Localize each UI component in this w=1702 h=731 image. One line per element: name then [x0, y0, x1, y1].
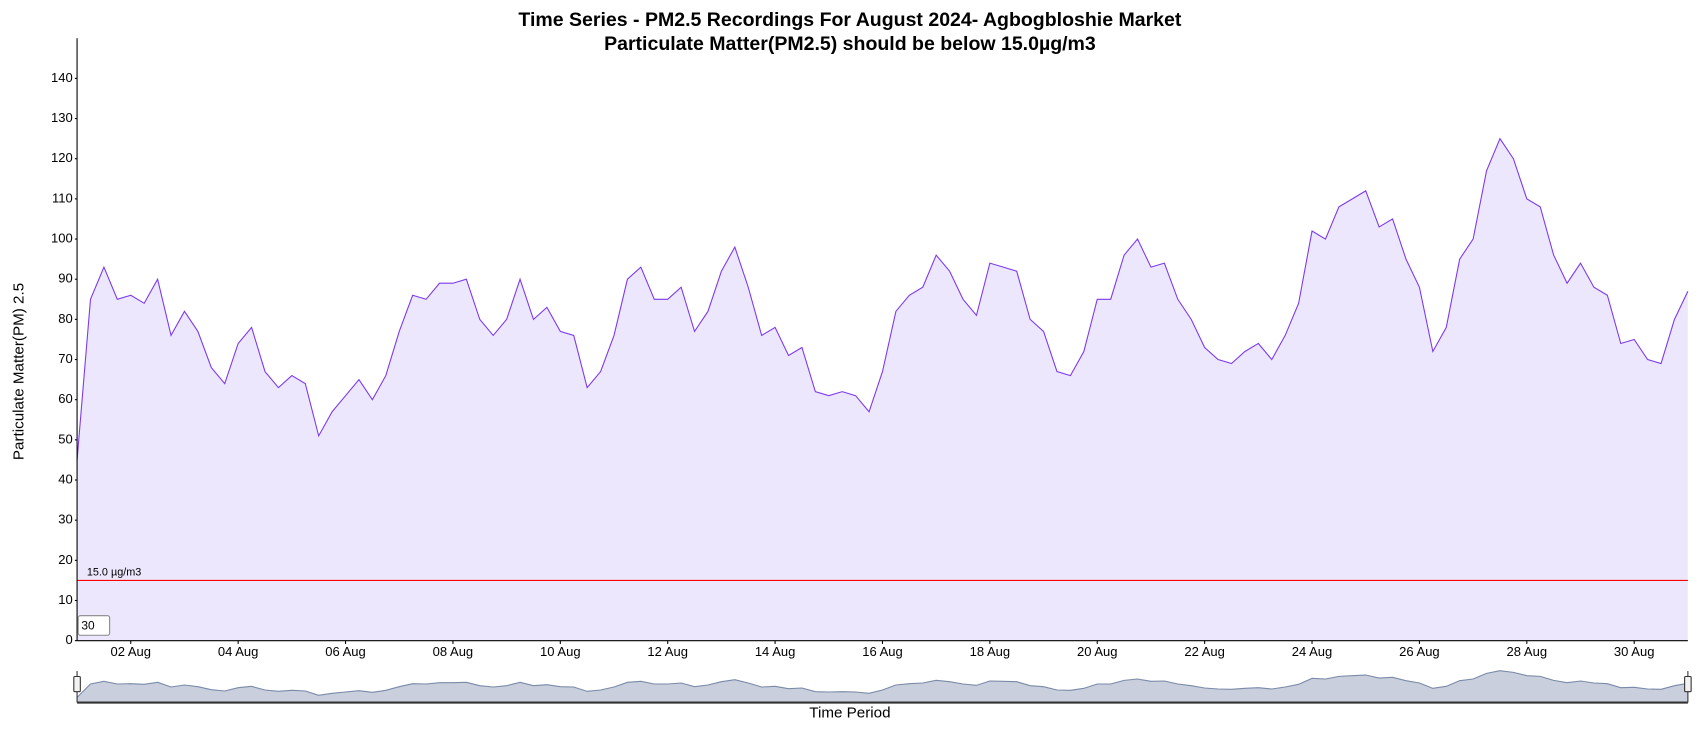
x-tick-label: 10 Aug	[540, 644, 581, 659]
y-tick-label: 0	[65, 632, 72, 647]
navigator-area	[77, 670, 1688, 703]
y-tick-label: 50	[58, 431, 72, 446]
threshold-label: 15.0 µg/m3	[87, 567, 141, 579]
x-tick-label: 24 Aug	[1292, 644, 1333, 659]
x-tick-label: 16 Aug	[862, 644, 903, 659]
x-tick-label: 22 Aug	[1184, 644, 1225, 659]
y-tick-label: 70	[58, 351, 72, 366]
y-tick-label: 30	[58, 512, 72, 527]
navigator-handle[interactable]	[73, 675, 81, 693]
y-tick-label: 90	[58, 271, 72, 286]
y-tick-label: 80	[58, 311, 72, 326]
y-tick-label: 40	[58, 471, 72, 486]
navigator-handle[interactable]	[1684, 675, 1692, 693]
chart-title: Time Series - PM2.5 Recordings For Augus…	[518, 9, 1181, 31]
line	[76, 137, 1689, 460]
y-axis-title: Particulate Matter(PM) 2.5	[11, 283, 28, 460]
y-tick-label: 20	[58, 552, 72, 567]
y-tick-label: 60	[58, 391, 72, 406]
y-tick-label: 120	[51, 150, 73, 165]
x-tick-label: 18 Aug	[970, 644, 1011, 659]
plot-area: 0 10 20 30 40 50 60 70 80 90 100 110 120 130 140 15.0 µ…	[51, 38, 1692, 704]
y-tick-label: 140	[51, 70, 73, 85]
x-tick-label: 12 Aug	[647, 644, 688, 659]
chart-subtitle: Particulate Matter(PM2.5) should be belo…	[604, 33, 1096, 55]
range-input[interactable]	[77, 615, 111, 636]
x-tick-label: 30 Aug	[1614, 644, 1655, 659]
x-tick-label: 04 Aug	[218, 644, 259, 659]
x-tick-label: 02 Aug	[110, 644, 151, 659]
range-input-text[interactable]: 30	[81, 619, 95, 633]
y-tick-label: 130	[51, 110, 73, 125]
x-axis-title: Time Period	[809, 704, 890, 721]
x-tick-label: 14 Aug	[755, 644, 796, 659]
navigator-line	[76, 670, 1688, 698]
x-tick-label: 20 Aug	[1077, 644, 1118, 659]
x-tick-label: 06 Aug	[325, 644, 366, 659]
x-tick-label: 28 Aug	[1507, 644, 1548, 659]
y-tick-label: 110	[52, 190, 73, 205]
area-fill	[77, 138, 1688, 641]
x-tick-label: 26 Aug	[1399, 644, 1440, 659]
y-tick-label: 10	[58, 592, 72, 607]
y-tick-label: 100	[51, 230, 73, 245]
x-tick-label: 08 Aug	[433, 644, 474, 659]
